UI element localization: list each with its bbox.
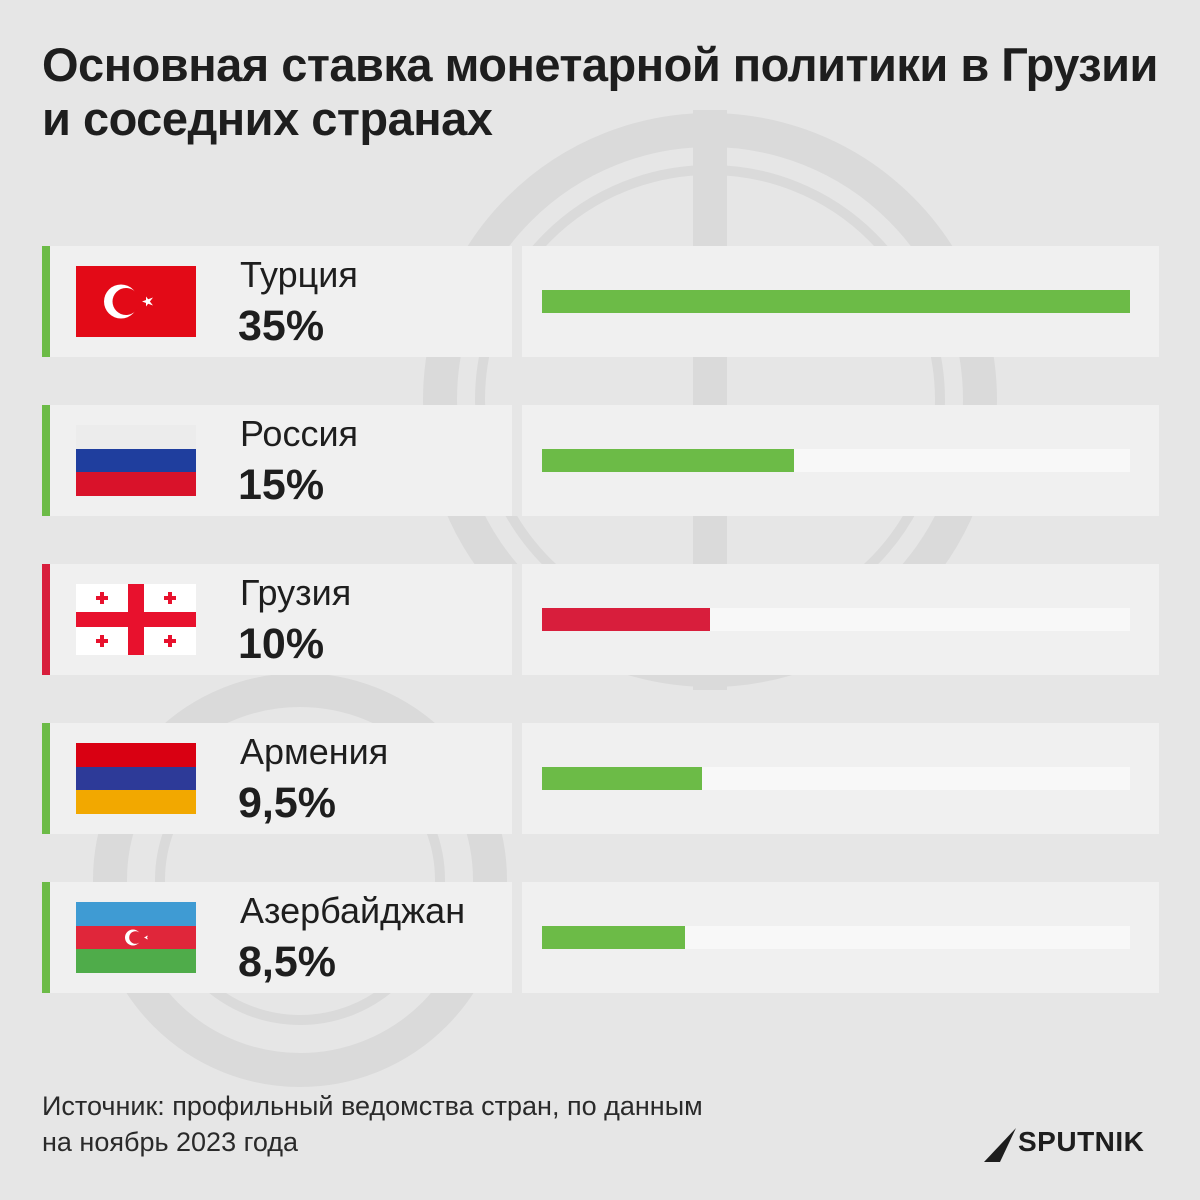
row-accent bbox=[42, 246, 50, 357]
bar-track bbox=[542, 767, 1130, 790]
row-divider bbox=[512, 564, 522, 675]
value-label: 35% bbox=[238, 302, 325, 350]
source-line-2: на ноябрь 2023 года bbox=[42, 1127, 299, 1157]
bar-row: Турция 35% bbox=[42, 246, 1159, 357]
armenia-flag-icon bbox=[76, 743, 196, 814]
bar-track bbox=[542, 290, 1130, 313]
bar-track bbox=[542, 608, 1130, 631]
row-divider bbox=[512, 405, 522, 516]
bar bbox=[542, 767, 702, 790]
brand-name: SPUTNIK bbox=[1018, 1126, 1145, 1157]
source-note: Источник: профильный ведомства стран, по… bbox=[42, 1088, 862, 1160]
bar bbox=[542, 290, 1130, 313]
sputnik-logo-icon bbox=[984, 1128, 1016, 1162]
row-accent bbox=[42, 723, 50, 834]
value-label: 15% bbox=[238, 461, 325, 509]
row-divider bbox=[512, 246, 522, 357]
row-accent bbox=[42, 405, 50, 516]
russia-flag-icon bbox=[76, 425, 196, 496]
bar bbox=[542, 926, 685, 949]
chart-title: Основная ставка монетарной политики в Гр… bbox=[42, 38, 1158, 145]
row-accent bbox=[42, 882, 50, 993]
brand-logo: SPUTNIK bbox=[982, 1122, 1162, 1166]
value-label: 8,5% bbox=[238, 938, 337, 986]
row-divider bbox=[512, 723, 522, 834]
bar bbox=[542, 608, 710, 631]
row-accent bbox=[42, 564, 50, 675]
country-label: Азербайджан bbox=[240, 890, 466, 931]
georgia-flag-icon bbox=[76, 584, 196, 655]
row-divider bbox=[512, 882, 522, 993]
bar-row: Армения 9,5% bbox=[42, 723, 1159, 834]
bar-row: Грузия 10% bbox=[42, 564, 1159, 675]
bar bbox=[542, 449, 794, 472]
bar-row: Россия 15% bbox=[42, 405, 1159, 516]
country-label: Грузия bbox=[240, 572, 352, 613]
bar-row: Азербайджан 8,5% bbox=[42, 882, 1159, 993]
source-line-1: Источник: профильный ведомства стран, по… bbox=[42, 1091, 703, 1121]
value-label: 10% bbox=[238, 620, 325, 668]
country-label: Турция bbox=[240, 254, 358, 295]
turkey-flag-icon bbox=[76, 266, 196, 337]
azerbaijan-flag-icon bbox=[76, 902, 196, 973]
country-label: Россия bbox=[240, 413, 359, 454]
country-label: Армения bbox=[240, 731, 389, 772]
bar-track bbox=[542, 449, 1130, 472]
value-label: 9,5% bbox=[238, 779, 337, 827]
bar-track bbox=[542, 926, 1130, 949]
